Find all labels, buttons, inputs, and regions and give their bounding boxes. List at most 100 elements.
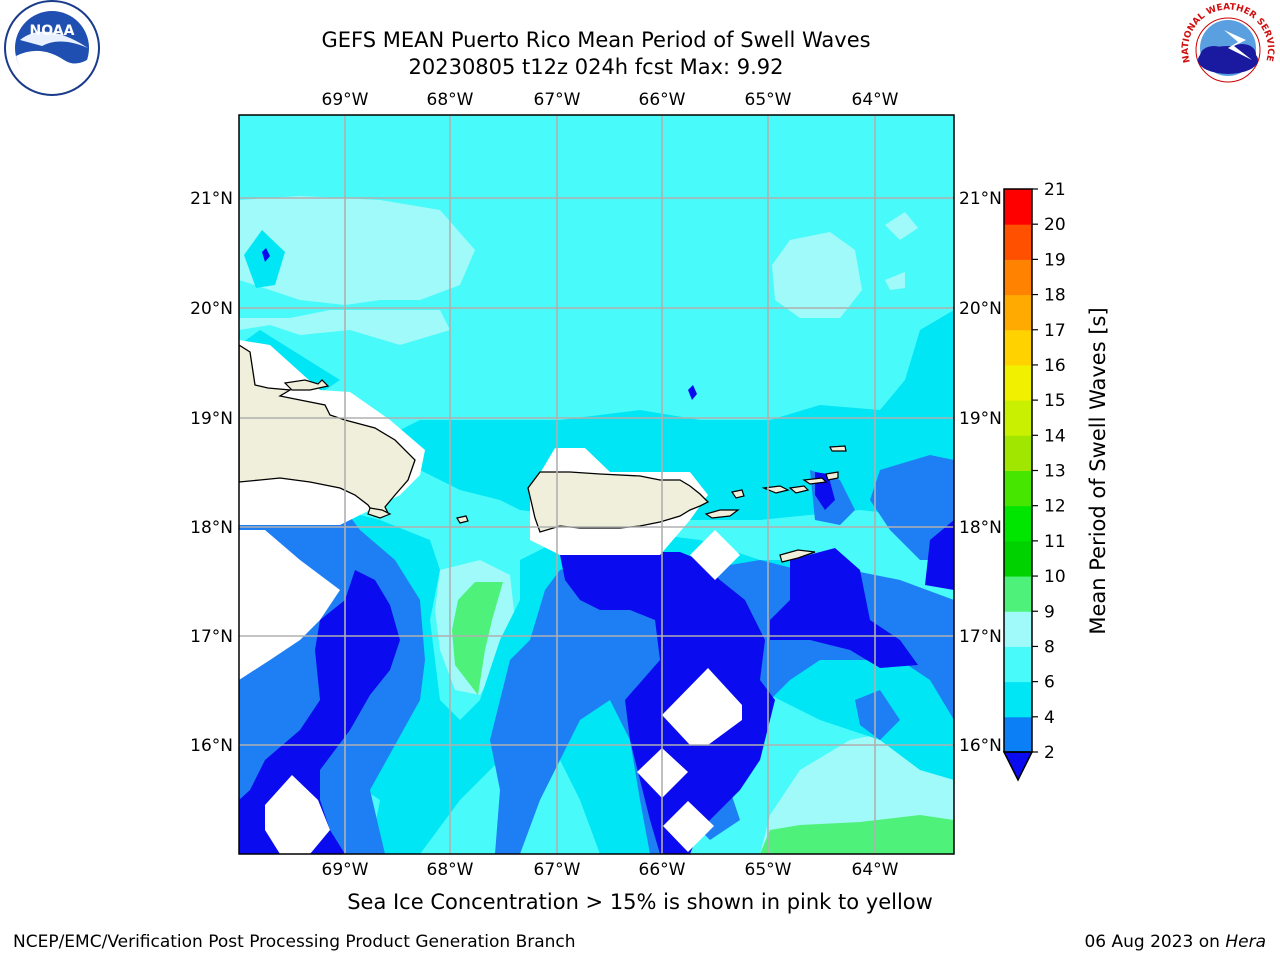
swell-region-6-8 [400, 310, 954, 520]
footer-host: Hera [1225, 932, 1266, 952]
colorbar-segment [1004, 224, 1032, 260]
colorbar-segment [1004, 540, 1032, 577]
lat-labels-right: 21°N 20°N 19°N 18°N 17°N 16°N [959, 189, 1002, 756]
swell-region-9-10 [772, 232, 862, 318]
land-tortuga [283, 379, 330, 391]
colorbar-tick-label: 6 [1044, 673, 1055, 693]
no-data-region [690, 530, 740, 580]
colorbar-tick-label: 20 [1044, 215, 1066, 235]
colorbar: 2 4 6 8 9 10 11 12 13 14 15 16 17 18 19 20 21 [1002, 180, 1066, 782]
colorbar-segment [1004, 364, 1032, 401]
no-data-region [663, 801, 714, 852]
swell-region-2-4 [239, 570, 400, 854]
swell-region-9-10 [885, 212, 918, 240]
lon-labels-bottom: 69°W 68°W 67°W 66°W 65°W 64°W [322, 860, 899, 880]
no-data-region [662, 668, 742, 745]
lon-label: 64°W [852, 90, 899, 110]
map-plot-area [239, 115, 954, 854]
colorbar-tick-label: 2 [1044, 743, 1055, 763]
colorbar-label: Mean Period of Swell Waves [s] [1086, 307, 1110, 634]
swell-region-6-8 [805, 676, 838, 708]
colorbar-segment [1004, 716, 1032, 753]
map-frame [238, 114, 955, 855]
lon-label: 64°W [852, 860, 899, 880]
lat-label: 21°N [190, 189, 233, 209]
lat-label: 19°N [190, 409, 233, 429]
land-tortola [802, 477, 828, 485]
swell-region-10-11 [452, 582, 503, 695]
colorbar-tick-label: 8 [1044, 637, 1055, 657]
lon-label: 67°W [534, 860, 581, 880]
colorbar-tick-label: 4 [1044, 708, 1055, 728]
colorbar-tick-label: 14 [1044, 426, 1066, 446]
chart-title: GEFS MEAN Puerto Rico Mean Period of Swe… [321, 28, 871, 52]
land-st-thomas [761, 485, 790, 494]
lat-labels-left: 21°N 20°N 19°N 18°N 17°N 16°N [190, 189, 233, 756]
land-virgin-gorda [825, 471, 839, 481]
colorbar-segment [1004, 576, 1032, 612]
swell-region-9-10 [239, 196, 475, 305]
colorbar-segment [1004, 681, 1032, 718]
lon-label: 66°W [639, 90, 686, 110]
footer-credit: NCEP/EMC/Verification Post Processing Pr… [13, 932, 576, 952]
lat-label: 17°N [190, 627, 233, 647]
colorbar-extend-arrow [1002, 751, 1034, 782]
lon-label: 68°W [427, 90, 474, 110]
lon-label: 69°W [322, 860, 369, 880]
swell-region-2-4 [560, 552, 775, 854]
colorbar-tick-label: 21 [1044, 180, 1066, 200]
lon-label: 65°W [745, 90, 792, 110]
lat-label: 16°N [190, 736, 233, 756]
lon-label: 68°W [427, 860, 474, 880]
lon-label: 66°W [639, 860, 686, 880]
lon-labels-top: 69°W 68°W 67°W 66°W 65°W 64°W [322, 90, 899, 110]
lat-label: 21°N [959, 189, 1002, 209]
lat-label: 18°N [190, 518, 233, 538]
land-st-croix [779, 549, 816, 563]
lat-label: 18°N [959, 518, 1002, 538]
colorbar-segment [1004, 400, 1032, 436]
colorbar-segment [1004, 329, 1032, 366]
swell-region-9-10 [885, 272, 905, 290]
colorbar-segment [1004, 646, 1032, 683]
colorbar-tick-label: 16 [1044, 356, 1066, 376]
land-mona [456, 515, 469, 524]
no-data-region [265, 775, 330, 854]
lon-label: 69°W [322, 90, 369, 110]
colorbar-tick-label: 13 [1044, 462, 1066, 482]
land-anegada [829, 445, 847, 452]
land-saona [367, 507, 392, 519]
colorbar-tick-label: 19 [1044, 250, 1066, 270]
land-st-john [788, 485, 810, 494]
colorbar-tick-label: 18 [1044, 286, 1066, 306]
chart-subtitle-forecast: 20230805 t12z 024h fcst Max: 9.92 [408, 55, 784, 79]
footer-date-text: 06 Aug 2023 on [1084, 932, 1226, 952]
swell-region-2-4 [262, 248, 270, 262]
colorbar-tick-label: 12 [1044, 497, 1066, 517]
noaa-logo-text: NOAA [30, 23, 75, 39]
colorbar-tick-label: 11 [1044, 532, 1066, 552]
footer-date: 06 Aug 2023 on Hera [1084, 932, 1266, 952]
colorbar-tick-label: 9 [1044, 602, 1055, 622]
colorbar-segment [1004, 435, 1032, 471]
no-data-region [239, 530, 340, 680]
colorbar-tick-label: 17 [1044, 321, 1066, 341]
swell-region-4-6 [870, 455, 954, 560]
colorbar-segment [1004, 189, 1032, 225]
lat-label: 20°N [190, 299, 233, 319]
colorbar-segment [1004, 470, 1032, 507]
noaa-logo: NOAA [4, 0, 100, 96]
nws-logo: NATIONAL WEATHER SERVICE [1181, 2, 1275, 96]
lat-label: 16°N [959, 736, 1002, 756]
swell-region-2-4 [925, 520, 954, 590]
map-gridlines [239, 115, 954, 854]
swell-region-10-11 [760, 815, 954, 854]
lon-label: 67°W [534, 90, 581, 110]
colorbar-segment [1004, 611, 1032, 647]
colorbar-segment [1004, 259, 1032, 296]
land-vieques [704, 509, 740, 519]
colorbar-segment [1004, 294, 1032, 331]
lat-label: 20°N [959, 299, 1002, 319]
colorbar-tick-label: 15 [1044, 391, 1066, 411]
